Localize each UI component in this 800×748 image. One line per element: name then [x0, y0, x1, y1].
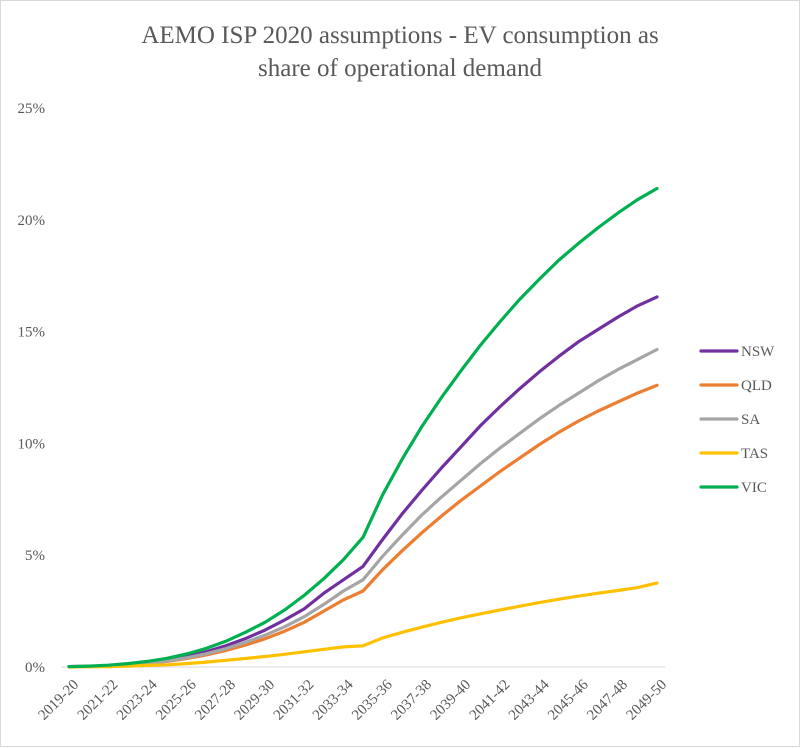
y-axis: 0% 5% 10% 15% 20% 25%	[18, 101, 46, 676]
x-tick-label: 2021-22	[75, 677, 122, 724]
chart-title-line-1: AEMO ISP 2020 assumptions - EV consumpti…	[141, 22, 659, 49]
x-axis: 2019-202021-222023-242025-262027-282029-…	[36, 677, 671, 724]
x-tick-label: 2019-20	[36, 677, 83, 724]
legend: NSW QLD SA TAS VIC	[699, 344, 775, 496]
legend-label: VIC	[741, 480, 767, 496]
legend-label: SA	[741, 412, 760, 428]
chart-title: AEMO ISP 2020 assumptions - EV consumpti…	[61, 19, 739, 85]
y-tick-label: 15%	[18, 325, 46, 341]
x-tick-label: 2031-32	[271, 677, 318, 724]
legend-item-sa: SA	[699, 412, 760, 428]
series-line-sa	[67, 347, 659, 669]
x-tick-label: 2029-30	[232, 677, 279, 724]
x-tick-label: 2027-28	[192, 677, 239, 724]
legend-label: TAS	[741, 446, 768, 462]
y-tick-label: 10%	[18, 436, 46, 452]
series-line-nsw	[67, 295, 659, 669]
legend-item-nsw: NSW	[699, 344, 775, 360]
y-tick-label: 25%	[18, 101, 46, 117]
chart-title-line-2: share of operational demand	[258, 55, 542, 82]
x-tick-label: 2033-34	[310, 677, 357, 724]
series-line-tas	[67, 581, 659, 669]
x-tick-label: 2039-40	[428, 677, 475, 724]
x-tick-label: 2043-44	[506, 677, 553, 724]
x-tick-label: 2041-42	[467, 677, 514, 724]
series-line-qld	[67, 383, 659, 669]
y-tick-label: 0%	[25, 660, 45, 676]
plot-area	[67, 186, 659, 669]
y-tick-label: 20%	[18, 213, 46, 229]
x-tick-label: 2035-36	[349, 677, 396, 724]
series-line-vic	[67, 186, 659, 669]
legend-item-vic: VIC	[699, 480, 767, 496]
legend-item-qld: QLD	[699, 378, 772, 394]
x-tick-label: 2049-50	[624, 677, 671, 724]
x-tick-label: 2045-46	[545, 677, 592, 724]
legend-label: QLD	[741, 378, 772, 394]
legend-label: NSW	[741, 344, 775, 360]
x-tick-label: 2025-26	[153, 677, 200, 724]
y-tick-label: 5%	[25, 548, 45, 564]
legend-item-tas: TAS	[699, 446, 768, 462]
x-tick-label: 2037-38	[388, 677, 435, 724]
x-tick-label: 2047-48	[584, 677, 631, 724]
x-tick-label: 2023-24	[114, 677, 161, 724]
